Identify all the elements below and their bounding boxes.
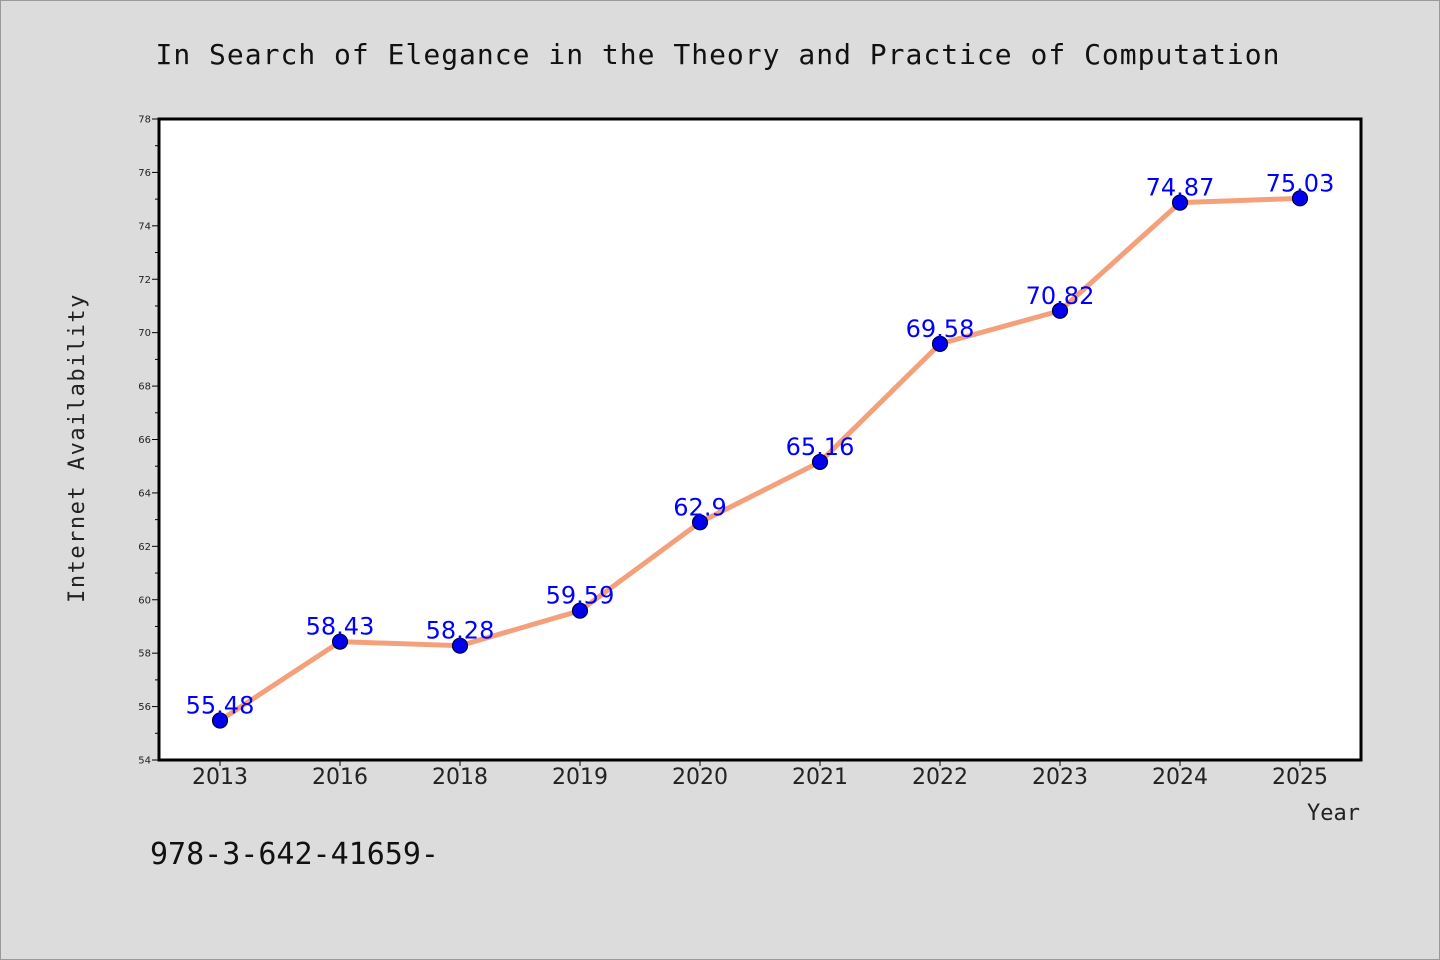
y-tick-label: 58 xyxy=(138,649,151,660)
data-point xyxy=(691,514,709,531)
x-tick-label: 2025 xyxy=(1272,765,1328,790)
x-tick-label: 2023 xyxy=(1032,765,1088,790)
data-point xyxy=(451,637,469,654)
x-tick-label: 2013 xyxy=(192,765,248,790)
data-point xyxy=(331,633,349,650)
y-tick-label: 64 xyxy=(138,488,151,499)
data-point xyxy=(211,712,229,729)
x-tick-label: 2019 xyxy=(552,765,608,790)
data-label: 55.48 xyxy=(186,691,255,719)
y-tick-label: 72 xyxy=(138,275,151,286)
x-tick-label: 2021 xyxy=(792,765,848,790)
x-tick-label: 2016 xyxy=(312,765,368,790)
footer-note: 978-3-642-41659- xyxy=(150,837,439,872)
data-point xyxy=(931,335,949,352)
data-labels: 55.48 58.43 58.28 59.59 62.9 65.16 69.58 70.82 7… xyxy=(186,169,1335,719)
y-axis: 54 56 58 60 62 64 66 68 70 72 74 76 78 xyxy=(138,115,159,767)
series-line xyxy=(217,195,1303,723)
data-point xyxy=(1171,194,1189,211)
data-label: 69.58 xyxy=(906,315,975,343)
y-tick-label: 70 xyxy=(138,328,151,339)
y-tick-label: 78 xyxy=(138,115,151,126)
y-tick-label: 56 xyxy=(138,702,151,713)
data-point xyxy=(1291,190,1309,207)
x-tick-label: 2018 xyxy=(432,765,488,790)
data-label: 70.82 xyxy=(1026,282,1095,310)
y-tick-label: 66 xyxy=(138,435,151,446)
chart-title: In Search of Elegance in the Theory and … xyxy=(155,38,1280,71)
data-point xyxy=(811,453,829,471)
x-tick-label: 2024 xyxy=(1152,765,1208,790)
x-tick-label: 2020 xyxy=(672,765,728,790)
data-markers xyxy=(211,190,1309,729)
data-label: 62.9 xyxy=(673,493,726,521)
data-point xyxy=(571,602,589,619)
y-tick-label: 74 xyxy=(138,221,151,232)
x-axis: 2013 2016 2018 2019 2020 2021 2022 2023 2024 2025 xyxy=(192,760,1328,790)
plot-area xyxy=(157,117,1363,762)
data-label: 59.59 xyxy=(546,582,615,610)
data-point xyxy=(1051,302,1069,319)
data-label: 74.87 xyxy=(1146,174,1215,202)
y-tick-label: 76 xyxy=(138,168,151,179)
data-label: 58.43 xyxy=(306,613,375,641)
y-tick-label: 68 xyxy=(138,382,151,393)
y-tick-label: 62 xyxy=(138,542,151,553)
data-label: 58.28 xyxy=(426,617,495,645)
y-axis-label: Internet Availability xyxy=(65,293,90,603)
x-axis-label: Year xyxy=(1307,801,1360,826)
y-tick-label: 60 xyxy=(138,595,151,606)
data-label: 75.03 xyxy=(1266,169,1335,197)
y-tick-label: 54 xyxy=(138,756,151,767)
data-label: 65.16 xyxy=(786,433,855,461)
x-tick-label: 2022 xyxy=(912,765,968,790)
